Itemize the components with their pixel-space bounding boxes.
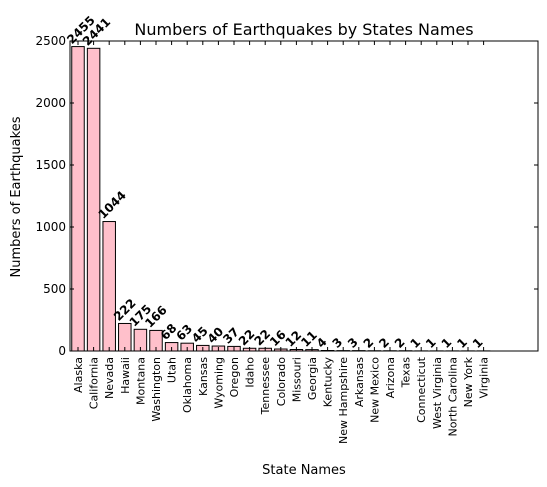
x-tick-label: New Hampshire [337,357,350,444]
bar-nevada [102,221,116,352]
x-tick-label: Colorado [275,357,288,406]
x-tick-label: West Virginia [431,357,444,429]
x-tick-label: New York [462,356,475,407]
chart-title: Numbers of Earthquakes by States Names [134,20,473,39]
y-tick-label: 1000 [35,220,66,234]
x-tick-label: Arkansas [353,357,366,407]
x-tick-label: Virginia [478,357,491,398]
y-tick-label: 0 [58,344,66,358]
x-tick-label: Montana [134,357,147,405]
y-tick-label: 500 [43,282,66,296]
x-tick-label: California [88,357,101,409]
x-ticks-group: Alaska California Nevada Hawaii Montana Washi… [72,41,491,444]
bar-hawaii [118,322,132,352]
x-tick-label: Tennessee [259,357,272,416]
x-tick-label: Arizona [384,357,397,398]
x-tick-label: Oregon [228,357,241,397]
y-tick-label: 2500 [35,34,66,48]
x-tick-label: Nevada [103,357,116,399]
x-tick-label: Hawaii [119,357,132,394]
data-labels-group: 2455244110442221751666863454037222216121… [64,13,485,351]
plot-area-frame [69,40,539,352]
x-tick-label: Georgia [306,357,319,400]
y-tick-label: 1500 [35,158,66,172]
bar-california [86,47,101,352]
x-tick-label: North Carolina [446,357,459,437]
x-tick-label: Kentucky [322,357,335,408]
x-tick-label: Wyoming [212,357,225,409]
x-tick-label: Oklahoma [181,357,194,413]
x-tick-label: Missouri [290,357,303,402]
x-tick-label: Alaska [72,357,85,393]
x-tick-label: Idaho [244,357,257,388]
x-tick-label: New Mexico [368,357,381,423]
x-axis-label: State Names [262,463,346,478]
x-tick-label: Kansas [197,357,210,396]
y-axis-label: Numbers of Earthquakes [9,116,24,277]
bar-alaska [71,46,85,352]
x-tick-label: Connecticut [415,356,428,423]
x-tick-label: Utah [166,357,179,383]
x-tick-label: Washington [150,357,163,422]
data-label: 1044 [95,188,129,222]
x-tick-label: Texas [400,357,413,389]
y-tick-label: 2000 [35,96,66,110]
y-ticks-group: 0 500 1000 1500 2000 2500 [35,34,538,358]
